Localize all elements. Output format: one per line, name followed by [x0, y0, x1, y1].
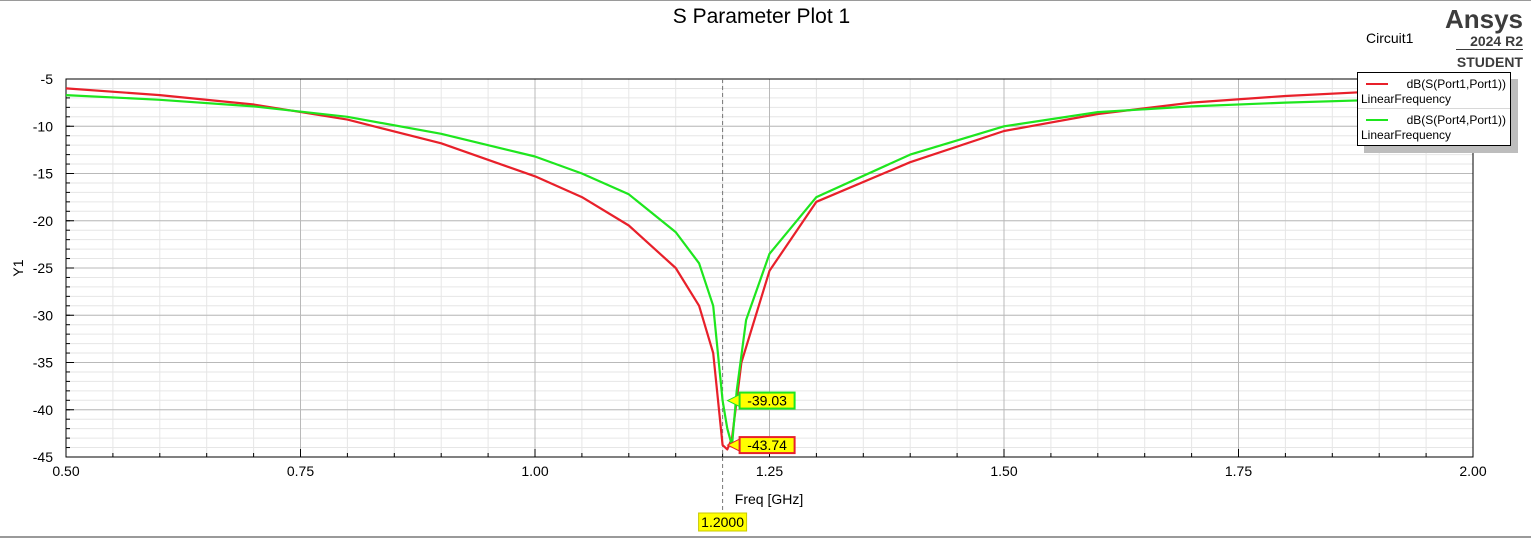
legend-entry-s41[interactable]: dB(S(Port4,Port1)) LinearFrequency	[1358, 108, 1510, 144]
logo-version: 2024 R2	[1456, 33, 1523, 50]
legend-sweep-s11: LinearFrequency	[1361, 92, 1452, 106]
legend-name-s41: dB(S(Port4,Port1))	[1406, 113, 1506, 127]
y-tick-label: -10	[33, 118, 53, 134]
x-tick-label: 1.75	[1225, 463, 1252, 479]
logo-brand: Ansys	[1444, 4, 1523, 34]
marker-flag-pointer-0	[726, 393, 741, 408]
y-tick-label: -15	[33, 166, 53, 182]
x-tick-label: 0.50	[52, 463, 79, 479]
x-tick-label: 1.25	[756, 463, 783, 479]
x-tick-label: 1.50	[990, 463, 1017, 479]
legend-name-s11: dB(S(Port1,Port1))	[1406, 77, 1506, 91]
legend-entry-s11[interactable]: dB(S(Port1,Port1)) LinearFrequency	[1358, 73, 1510, 108]
legend[interactable]: dB(S(Port1,Port1)) LinearFrequency dB(S(…	[1357, 72, 1511, 146]
y-tick-label: -45	[33, 449, 53, 465]
design-name: Circuit1	[1366, 30, 1414, 46]
legend-swatch-s41	[1366, 119, 1388, 121]
marker-flag-value-1: -43.74	[747, 437, 787, 453]
y-tick-label: -5	[41, 71, 54, 87]
series-line-1	[65, 94, 1474, 447]
plot-title: S Parameter Plot 1	[672, 5, 851, 28]
y-tick-label: -30	[33, 307, 53, 323]
marker-flag-value-0: -39.03	[747, 393, 787, 409]
y-tick-label: -35	[33, 355, 53, 371]
marker-x-flag[interactable]: 1.2000	[698, 512, 748, 532]
marker-x-value: 1.2000	[701, 514, 744, 530]
series-group	[65, 87, 1474, 451]
x-tick-labels: 0.50 0.75 1.00 1.25 1.50 1.75 2.00	[52, 463, 1486, 479]
legend-swatch-s11	[1366, 83, 1388, 85]
legend-sweep-s41: LinearFrequency	[1361, 128, 1452, 142]
marker-flags[interactable]: -39.03 -43.74	[726, 391, 796, 455]
y-tick-label: -40	[33, 402, 53, 418]
x-tick-label: 2.00	[1459, 463, 1486, 479]
y-axis-label: Y1	[10, 259, 26, 276]
marker-flag-pointer-1	[726, 438, 741, 452]
y-tick-label: -25	[33, 260, 53, 276]
x-tick-label: 1.00	[521, 463, 548, 479]
marker-flag-box-0	[738, 391, 796, 410]
x-tick-label: 0.75	[287, 463, 314, 479]
logo-edition: STUDENT	[1456, 54, 1523, 70]
y-tick-label: -20	[33, 213, 53, 229]
ansys-logo: Ansys 2024 R2 STUDENT	[1445, 5, 1523, 71]
x-axis-label: Freq [GHz]	[735, 491, 803, 507]
marker-flag-box-1	[738, 436, 796, 455]
y-tick-labels: -5 -10 -15 -20 -25 -30 -35 -40 -45	[33, 71, 53, 465]
